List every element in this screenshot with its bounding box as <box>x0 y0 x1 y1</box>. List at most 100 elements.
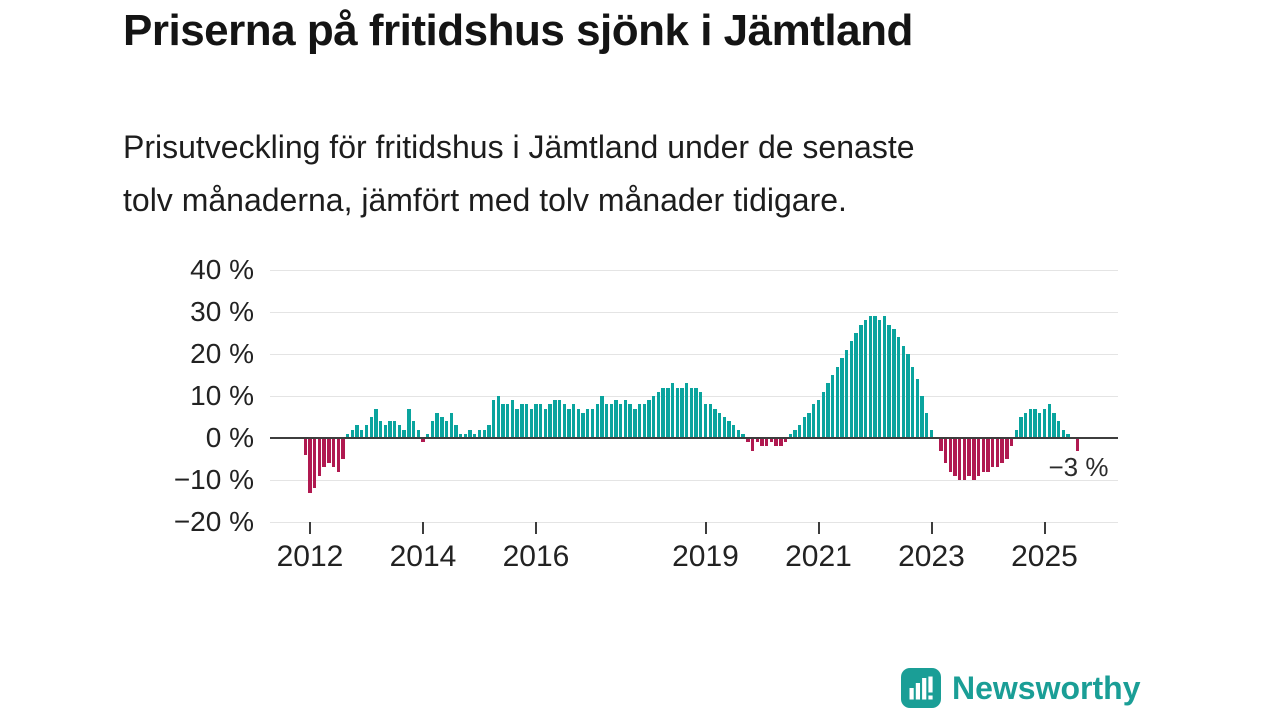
last-value-annotation: −3 % <box>1048 452 1109 482</box>
bar <box>534 404 538 438</box>
subtitle: Prisutveckling för fritidshus i Jämtland… <box>123 121 915 227</box>
gridline <box>270 270 1118 271</box>
bar <box>1061 429 1066 438</box>
x-axis-label: 2025 <box>1011 540 1078 573</box>
bar <box>835 366 840 438</box>
bar <box>609 404 614 438</box>
bar <box>647 400 651 438</box>
bar <box>703 404 708 438</box>
bar <box>760 438 764 447</box>
bar <box>797 425 802 438</box>
bar <box>1023 412 1028 438</box>
bar <box>529 408 533 438</box>
bar <box>557 400 562 438</box>
bar <box>487 425 491 438</box>
bar <box>539 404 543 438</box>
bar <box>548 404 552 438</box>
bar <box>717 412 722 438</box>
y-axis-label: 10 % <box>190 380 254 411</box>
bar <box>859 324 863 438</box>
x-axis-label: 2014 <box>389 540 457 573</box>
bar <box>1028 408 1033 438</box>
newsworthy-branding: Newsworthy <box>901 668 1140 708</box>
bar <box>571 404 576 438</box>
bar <box>783 438 788 443</box>
bar <box>463 433 468 438</box>
bar <box>995 438 1000 468</box>
bar <box>416 429 420 438</box>
bar <box>722 417 727 438</box>
bar <box>473 433 477 438</box>
bar <box>637 404 642 438</box>
bar <box>896 337 901 438</box>
bar <box>840 358 844 438</box>
bar <box>303 438 307 455</box>
bar <box>882 316 887 438</box>
bar <box>656 391 661 438</box>
bar <box>699 391 703 438</box>
zero-line <box>270 437 1118 439</box>
bar <box>873 316 877 438</box>
bar <box>727 421 731 438</box>
bar <box>746 438 750 443</box>
bar <box>345 433 350 438</box>
bar <box>1005 438 1009 459</box>
bar <box>1052 412 1056 438</box>
x-axis-label: 2016 <box>502 540 570 573</box>
bar <box>689 387 694 438</box>
bar <box>444 421 449 438</box>
brand-name: Newsworthy <box>952 669 1141 706</box>
bar <box>976 438 981 476</box>
bar <box>1000 438 1004 464</box>
bar <box>360 429 364 438</box>
bar <box>1047 404 1051 438</box>
bar <box>322 438 326 468</box>
bar <box>1033 408 1037 438</box>
x-axis-label: 2021 <box>785 540 852 573</box>
bar <box>878 320 882 438</box>
bar <box>774 438 778 447</box>
bar <box>807 412 811 438</box>
bar <box>440 417 444 438</box>
gridline <box>270 354 1118 355</box>
bar <box>449 412 453 438</box>
bar <box>972 438 976 480</box>
bar <box>633 408 637 438</box>
bar <box>1009 438 1014 447</box>
bar <box>830 375 835 438</box>
bar <box>468 429 472 438</box>
y-axis-label: 0 % <box>205 422 254 453</box>
bar <box>675 387 679 438</box>
bar <box>619 404 623 438</box>
bar <box>378 421 383 438</box>
newsworthy-logo-icon <box>901 668 941 708</box>
bar <box>779 438 783 447</box>
bar <box>402 429 406 438</box>
bar <box>962 438 967 480</box>
bar <box>1014 429 1018 438</box>
bar <box>491 400 496 438</box>
bar <box>863 320 868 438</box>
bar <box>769 438 774 443</box>
bar <box>374 408 378 438</box>
bar <box>1075 438 1080 451</box>
bar <box>336 438 340 472</box>
bar <box>595 404 599 438</box>
bar <box>854 333 858 438</box>
bar <box>826 383 830 438</box>
bar <box>383 425 388 438</box>
page-title: Priserna på fritidshus sjönk i Jämtland <box>123 6 913 55</box>
bar <box>501 404 505 438</box>
bar <box>510 400 515 438</box>
bar <box>430 421 435 438</box>
subtitle-line-2: tolv månaderna, jämfört med tolv månader… <box>123 182 847 218</box>
bar <box>421 438 425 443</box>
bar <box>694 387 698 438</box>
bar <box>642 404 646 438</box>
bar <box>496 396 501 438</box>
x-axis-tick <box>930 522 933 534</box>
bar <box>788 433 792 438</box>
x-axis-tick <box>817 522 820 534</box>
bar <box>925 412 929 438</box>
bar <box>816 400 821 438</box>
